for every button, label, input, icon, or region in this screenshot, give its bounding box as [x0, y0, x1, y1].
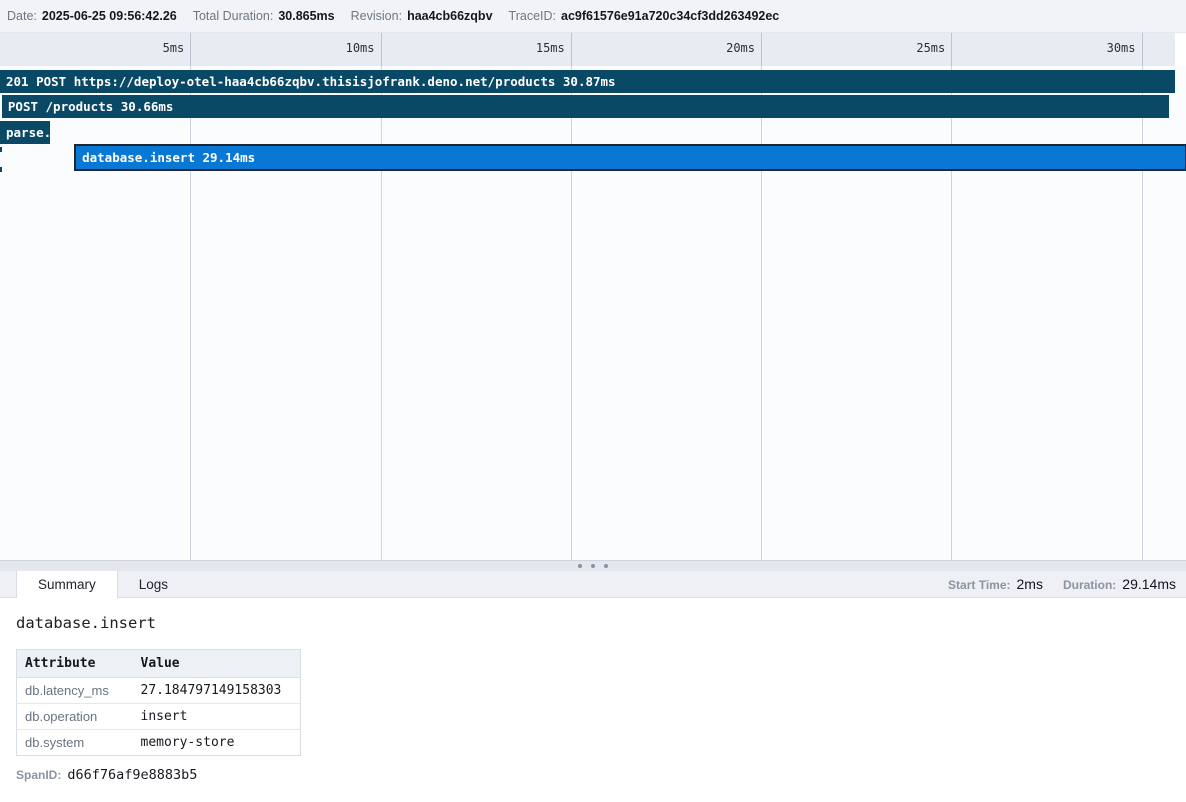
ruler-gridline: [1141, 33, 1143, 66]
attribute-value: memory-store: [140, 735, 235, 750]
attribute-value: 27.184797149158303: [132, 677, 301, 704]
micro-span-bar[interactable]: [0, 147, 2, 152]
drag-handle-icon: [591, 564, 595, 568]
meta-date: Date: 2025-06-25 09:56:42.26: [7, 9, 177, 23]
waterfall-gridline: [1141, 66, 1143, 560]
waterfall-gridline: [380, 66, 382, 560]
span-metrics: Start Time: 2ms Duration: 29.14ms: [948, 571, 1186, 597]
span-bar[interactable]: parse.: [0, 120, 50, 144]
ruler-tick-label: 15ms: [535, 41, 565, 55]
table-row: db.latency_ms 27.184797149158303: [16, 677, 301, 704]
meta-total-duration-value: 30.865ms: [278, 9, 335, 23]
meta-total-duration-label: Total Duration:: [192, 9, 274, 23]
tab-logs[interactable]: Logs: [118, 571, 189, 597]
trace-meta-bar: Date: 2025-06-25 09:56:42.26 Total Durat…: [0, 0, 1186, 33]
span-id-line: SpanID: d66f76af9e8883b5: [16, 767, 1170, 783]
span-bar[interactable]: POST /products 30.66ms: [1, 95, 1169, 119]
ruler-gridline: [570, 33, 572, 66]
meta-trace-id: TraceID: ac9f61576e91a720c34cf3dd263492e…: [509, 9, 780, 23]
span-bar-selected[interactable]: database.insert 29.14ms: [74, 144, 1186, 172]
start-time-value: 2ms: [1016, 576, 1043, 592]
duration-value: 29.14ms: [1122, 576, 1176, 592]
attribute-key: db.operation: [16, 703, 133, 730]
tab-logs-label: Logs: [138, 576, 169, 592]
drag-handle-icon: [604, 564, 608, 568]
detail-tab-bar: Summary Logs Start Time: 2ms Duration: 2…: [0, 571, 1186, 598]
ruler-tick-label: 30ms: [1106, 41, 1136, 55]
ruler-gridline: [190, 33, 192, 66]
waterfall-gridline: [190, 66, 192, 560]
ruler-gridline: [951, 33, 953, 66]
attribute-key: db.system: [25, 735, 85, 750]
span-name-title: database.insert: [16, 614, 156, 632]
micro-span-bar[interactable]: [0, 167, 2, 172]
waterfall-gridline: [570, 66, 572, 560]
meta-total-duration: Total Duration: 30.865ms: [193, 9, 335, 23]
span-id-label: SpanID:: [16, 768, 62, 782]
table-row: db.system memory-store: [17, 730, 301, 756]
ruler-tick-label: 5ms: [162, 41, 185, 55]
table-row: db.operation insert: [16, 703, 301, 730]
attributes-table-header-row: Attribute Value: [16, 649, 301, 678]
waterfall-gridline: [951, 66, 953, 560]
meta-trace-id-label: TraceID:: [508, 9, 556, 23]
start-time-metric: Start Time: 2ms: [948, 576, 1043, 592]
timeline-ruler-row: 5ms 10ms 15ms 20ms 25ms 30ms: [0, 33, 1186, 66]
attribute-value: insert: [132, 703, 301, 730]
meta-date-value: 2025-06-25 09:56:42.26: [41, 9, 177, 23]
attribute-column-header: Attribute: [16, 649, 133, 678]
ruler-tick-label: 10ms: [345, 41, 375, 55]
meta-trace-id-value: ac9f61576e91a720c34cf3dd263492ec: [561, 9, 780, 23]
span-bar[interactable]: 201 POST https://deploy-otel-haa4cb66zqb…: [0, 70, 1175, 93]
attributes-table: Attribute Value db.latency_ms 27.1847971…: [16, 649, 301, 756]
meta-revision: Revision: haa4cb66zqbv: [351, 9, 493, 23]
ruler-tick-label: 20ms: [726, 41, 755, 55]
tab-summary-label: Summary: [38, 577, 96, 592]
attribute-key: db.latency_ms: [16, 677, 133, 704]
span-id-value: d66f76af9e8883b5: [67, 767, 198, 783]
panel-resize-handle[interactable]: [0, 560, 1186, 571]
meta-revision-value: haa4cb66zqbv: [407, 9, 493, 23]
start-time-label: Start Time:: [948, 578, 1011, 592]
duration-label: Duration:: [1062, 578, 1117, 592]
value-column-header: Value: [132, 649, 301, 678]
drag-handle-icon: [578, 564, 582, 568]
timeline-ruler: 5ms 10ms 15ms 20ms 25ms 30ms: [0, 33, 1175, 66]
meta-date-label: Date:: [7, 9, 37, 23]
summary-panel: database.insert Attribute Value db.laten…: [0, 598, 1186, 802]
trace-waterfall[interactable]: 201 POST https://deploy-otel-haa4cb66zqb…: [0, 66, 1186, 560]
ruler-gridline: [380, 33, 382, 66]
waterfall-gridline: [761, 66, 762, 560]
ruler-gridline: [761, 33, 762, 66]
ruler-tick-label: 25ms: [916, 41, 946, 55]
tab-summary[interactable]: Summary: [16, 571, 118, 598]
meta-revision-label: Revision:: [350, 9, 403, 23]
duration-metric: Duration: 29.14ms: [1063, 576, 1176, 592]
